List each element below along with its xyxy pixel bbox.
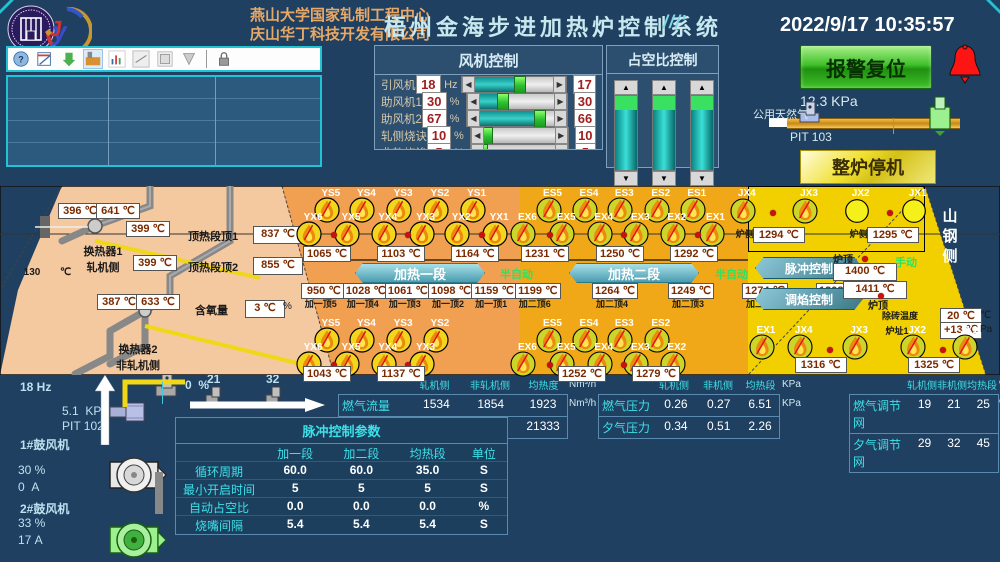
svg-text:山: 山 (942, 208, 957, 225)
svg-text:?: ? (18, 55, 24, 65)
svg-text:侧: 侧 (942, 247, 957, 265)
svg-text:钢: 钢 (942, 227, 957, 245)
